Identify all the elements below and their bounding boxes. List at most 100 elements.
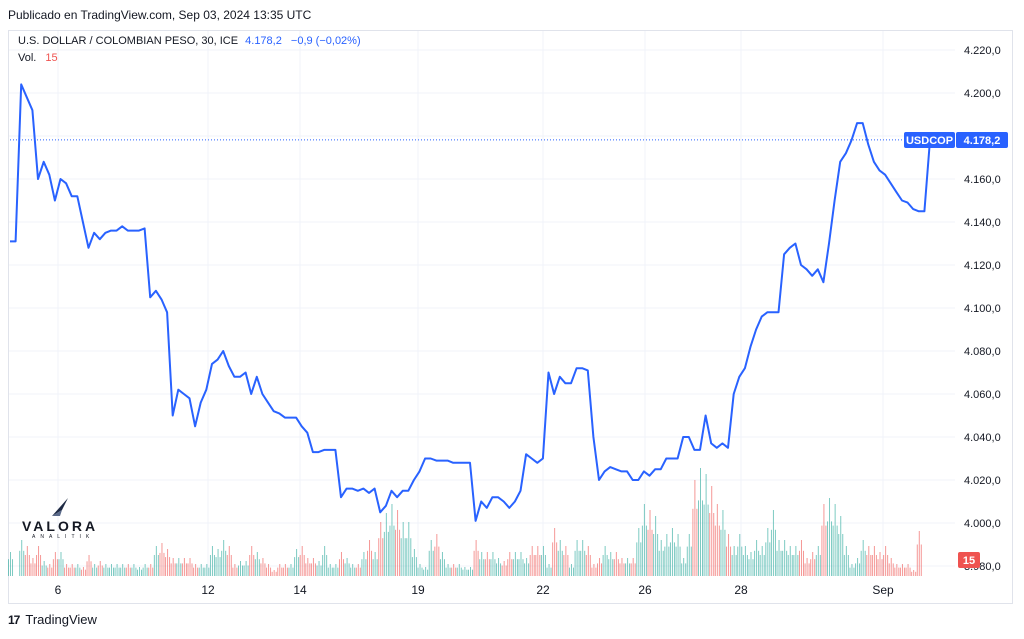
volume-bar — [507, 559, 509, 576]
volume-bar — [604, 546, 606, 576]
volume-bar — [484, 559, 486, 576]
volume-bar — [885, 546, 887, 576]
volume-bar — [737, 546, 739, 576]
volume-bar — [713, 513, 715, 576]
volume-bar — [354, 567, 356, 576]
volume-bar — [41, 565, 43, 576]
volume-bar — [520, 552, 522, 576]
volume-bar — [681, 563, 683, 576]
volume-bar — [537, 546, 539, 576]
volume-bar — [230, 555, 232, 576]
volume-bar — [735, 555, 737, 576]
volume-bar — [825, 525, 827, 576]
volume-bar — [767, 528, 769, 576]
volume-bar — [866, 555, 868, 576]
volume-bar — [101, 565, 103, 576]
volume-bar — [756, 540, 758, 576]
volume-bar — [238, 565, 239, 576]
volume-bar — [178, 558, 180, 576]
volume-bar — [449, 567, 451, 576]
volume-bar — [421, 567, 423, 576]
chart-frame — [8, 30, 1013, 604]
volume-bar — [163, 552, 165, 576]
volume-bar — [273, 570, 275, 576]
volume-bar — [518, 559, 520, 576]
volume-bar — [167, 549, 169, 576]
volume-bar — [589, 555, 591, 576]
volume-bar — [851, 564, 853, 576]
volume-bar — [770, 529, 772, 576]
volume-bar — [139, 567, 141, 576]
volume-bar — [181, 563, 183, 576]
volume-bar — [501, 565, 503, 576]
volume-bar — [322, 555, 324, 576]
volume-bar — [281, 567, 283, 576]
volume-bar — [350, 567, 352, 576]
volume-bar — [254, 559, 256, 576]
volume-bar — [23, 550, 25, 576]
volume-bar — [742, 555, 744, 576]
volume-bar — [144, 564, 146, 576]
y-tick-label: 4.200,0 — [964, 88, 1001, 100]
volume-bar — [425, 567, 427, 576]
volume-bar — [40, 555, 42, 576]
volume-bar — [112, 567, 114, 576]
volume-bar — [153, 555, 155, 576]
volume-bar — [443, 559, 445, 576]
volume-bar — [722, 510, 724, 576]
volume-bar — [66, 564, 68, 576]
volume-bar — [327, 567, 329, 576]
volume-bar — [427, 569, 429, 576]
volume-bar — [570, 564, 572, 576]
volume-bar — [180, 563, 182, 576]
volume-bar — [209, 555, 211, 576]
volume-bar — [472, 569, 473, 576]
volume-bar — [69, 567, 71, 576]
volume-bar — [161, 543, 163, 576]
volume-bar — [36, 555, 38, 576]
volume-bar — [739, 534, 741, 576]
volume-bar — [170, 563, 172, 576]
volume-bar — [582, 540, 584, 576]
volume-bar — [456, 567, 458, 576]
volume-bars — [8, 468, 922, 576]
volume-bar — [129, 567, 131, 576]
x-tick-label: 6 — [55, 583, 62, 597]
volume-bar — [249, 555, 251, 576]
volume-bar — [410, 538, 412, 576]
volume-bar — [52, 559, 54, 576]
volume-bar — [829, 498, 831, 576]
volume-bar — [294, 557, 296, 576]
volume-bar — [436, 534, 438, 576]
volume-bar — [292, 567, 294, 576]
volume-bar — [901, 564, 903, 576]
volume-bar — [309, 563, 311, 576]
volume-bar — [114, 567, 116, 576]
y-tick-label: 4.060,0 — [964, 389, 1001, 401]
volume-bar — [206, 564, 208, 576]
volume-bar — [664, 546, 666, 576]
volume-bar — [460, 567, 462, 576]
volume-bar — [146, 567, 148, 576]
volume-bar — [561, 550, 563, 576]
volume-bar — [748, 559, 750, 576]
volume-bar — [881, 559, 883, 576]
volume-bar — [234, 564, 236, 576]
volume-bar — [19, 550, 21, 576]
volume-bar — [369, 540, 371, 576]
volume-tag: 15 — [958, 552, 980, 568]
volume-bar — [814, 559, 816, 576]
volume-bar — [428, 550, 430, 576]
volume-bar — [528, 563, 530, 576]
volume-bar — [258, 559, 260, 576]
volume-bar — [399, 529, 401, 576]
volume-bar — [619, 563, 621, 576]
volume-bar — [823, 504, 825, 576]
volume-bar — [800, 540, 802, 576]
published-text: Publicado en TradingView.com, Sep 03, 20… — [8, 8, 312, 22]
volume-bar — [225, 550, 227, 576]
volume-bar — [655, 516, 657, 576]
tradingview-brand[interactable]: 17 TradingView — [8, 612, 97, 627]
volume-bar — [587, 546, 589, 576]
